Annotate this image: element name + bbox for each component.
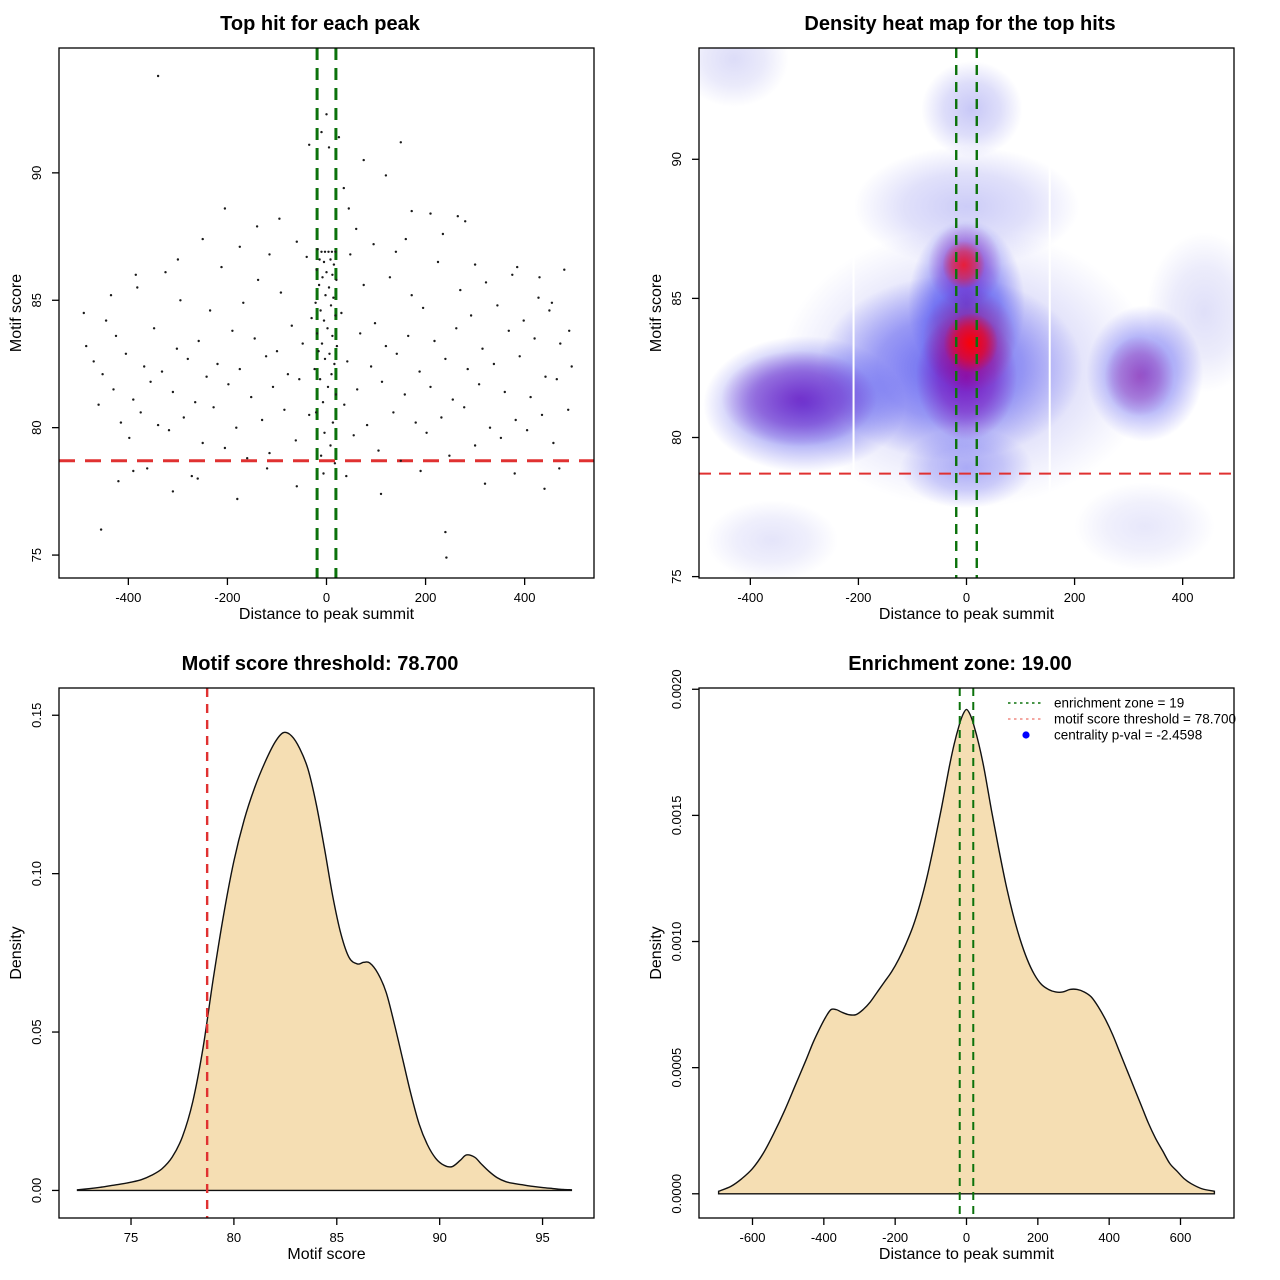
threshold-lines xyxy=(958,688,975,1218)
y-tick-label: 0.0015 xyxy=(669,796,684,836)
x-tick-label: -200 xyxy=(214,590,240,605)
legend-item-label: motif score threshold = 78.700 xyxy=(1054,712,1236,727)
y-tick-label: 0.15 xyxy=(29,703,44,728)
x-tick-label: 400 xyxy=(1098,1230,1120,1245)
x-tick-label: -400 xyxy=(737,590,763,605)
x-tick-label: 600 xyxy=(1170,1230,1192,1245)
x-axis-label: Distance to peak summit xyxy=(878,606,1055,623)
threshold-lines xyxy=(59,48,594,578)
x-tick-label: 400 xyxy=(1172,590,1194,605)
plot-box xyxy=(58,47,595,579)
page-title: Density heat map for the top hits xyxy=(804,13,1116,35)
x-axis-label: Distance to peak summit xyxy=(878,1246,1055,1263)
y-tick-label: 90 xyxy=(669,152,684,166)
heatmap-surface xyxy=(699,48,1234,578)
axes: 75 80 85 90 95 0.00 0.05 0.10 0.15 xyxy=(29,687,595,1245)
scatter-plot-svg: -400 -200 0 200 400 75 80 85 90 xyxy=(29,47,595,605)
y-tick-label: 0.05 xyxy=(29,1019,44,1044)
x-tick-label: 75 xyxy=(124,1230,138,1245)
x-tick-label: 200 xyxy=(415,590,437,605)
y-tick-label: 80 xyxy=(669,430,684,444)
threshold-lines xyxy=(699,48,1234,578)
x-tick-label: -600 xyxy=(739,1230,765,1245)
y-tick-label: 0.10 xyxy=(29,861,44,886)
y-tick-label: 0.0010 xyxy=(669,922,684,962)
plot-box xyxy=(698,47,1235,579)
x-tick-label: 90 xyxy=(432,1230,446,1245)
y-tick-label: 0.0020 xyxy=(669,669,684,709)
panel-enrichment-zone-density: Enrichment zone: 19.00 Distance to peak … xyxy=(640,640,1280,1280)
legend-dot-swatch xyxy=(1022,731,1030,739)
density-curve xyxy=(717,708,1216,1195)
panel-top-hit-scatter: Top hit for each peak Distance to peak s… xyxy=(0,0,640,640)
x-tick-label: -200 xyxy=(882,1230,908,1245)
y-tick-label: 80 xyxy=(29,420,44,434)
plot-box xyxy=(698,687,1235,1219)
x-tick-label: 0 xyxy=(963,1230,970,1245)
heatmap-plot-svg: -400 -200 0 200 400 75 80 85 90 xyxy=(669,47,1235,605)
legend-item-label: enrichment zone = 19 xyxy=(1054,696,1184,711)
x-tick-label: 0 xyxy=(323,590,330,605)
scatter-points xyxy=(82,74,573,559)
x-tick-label: -200 xyxy=(845,590,871,605)
x-tick-label: -400 xyxy=(811,1230,837,1245)
density-plot-svg: 75 80 85 90 95 0.00 0.05 0.10 0.15 xyxy=(29,687,595,1245)
x-tick-label: 85 xyxy=(330,1230,344,1245)
y-tick-label: 85 xyxy=(669,291,684,305)
y-tick-label: 85 xyxy=(29,293,44,307)
x-tick-label: -400 xyxy=(115,590,141,605)
x-tick-label: 400 xyxy=(514,590,536,605)
axes: -400 -200 0 200 400 75 80 85 90 xyxy=(29,47,595,605)
plot-box xyxy=(58,687,595,1219)
legend-item-label: centrality p-val = -2.4598 xyxy=(1054,728,1202,743)
y-tick-label: 75 xyxy=(669,569,684,583)
x-tick-label: 80 xyxy=(227,1230,241,1245)
x-tick-label: 0 xyxy=(963,590,970,605)
y-tick-label: 75 xyxy=(29,548,44,562)
page-title: Top hit for each peak xyxy=(220,13,420,35)
x-axis-label: Distance to peak summit xyxy=(238,606,415,623)
density-curve xyxy=(76,731,573,1192)
panel-motif-score-density: Motif score threshold: 78.700 Motif scor… xyxy=(0,640,640,1280)
x-tick-label: 95 xyxy=(535,1230,549,1245)
density-plot-svg: -600 -400 -200 0 200 400 600 0.0000 0.0005 0.0010… xyxy=(669,669,1236,1245)
page-title: Enrichment zone: 19.00 xyxy=(848,653,1072,675)
y-tick-label: 90 xyxy=(29,166,44,180)
axes: -600 -400 -200 0 200 400 600 0.0000 0.0005 0.0010… xyxy=(669,669,1235,1245)
page-title: Motif score threshold: 78.700 xyxy=(181,653,459,675)
x-tick-label: 200 xyxy=(1027,1230,1049,1245)
x-axis-label: Motif score xyxy=(287,1246,366,1263)
panel-density-heatmap: Density heat map for the top hits Distan… xyxy=(640,0,1280,640)
y-tick-label: 0.0005 xyxy=(669,1048,684,1088)
axes: -400 -200 0 200 400 75 80 85 90 xyxy=(669,47,1235,605)
x-tick-label: 200 xyxy=(1064,590,1086,605)
y-tick-label: 0.00 xyxy=(29,1178,44,1203)
y-tick-label: 0.0000 xyxy=(669,1174,684,1214)
